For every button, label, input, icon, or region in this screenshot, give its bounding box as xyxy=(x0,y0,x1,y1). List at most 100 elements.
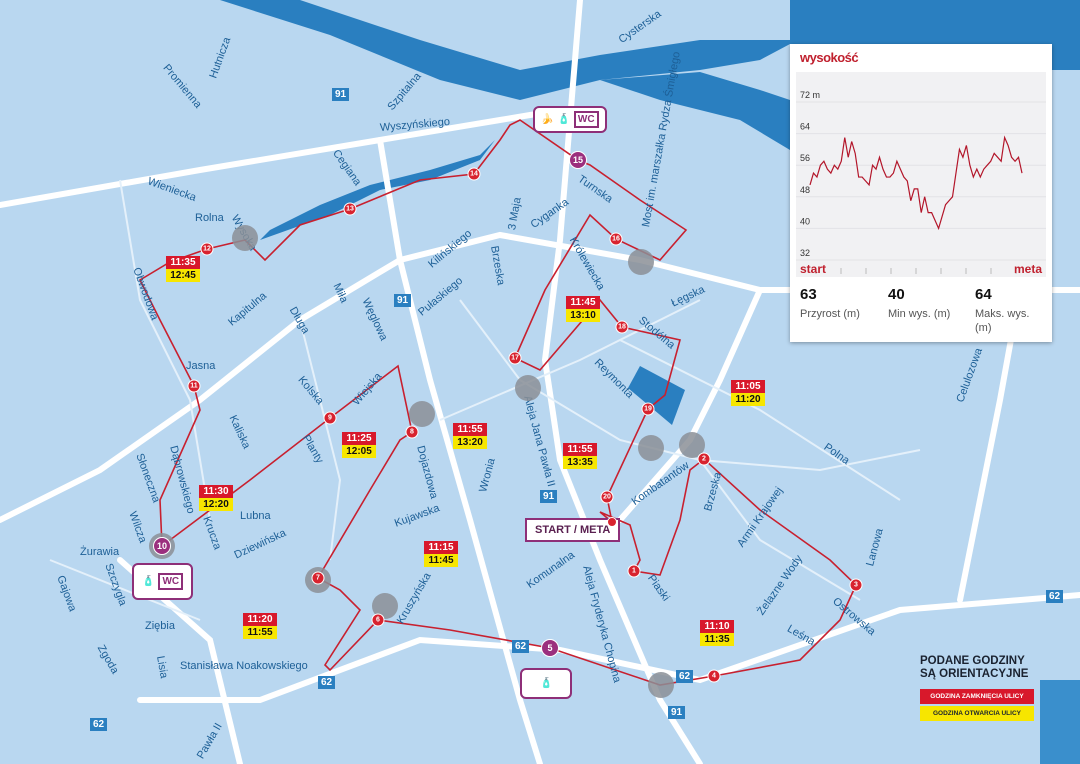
time-label: 11:35 12:45 xyxy=(166,256,200,282)
legend-opening: GODZINA OTWARCIA ULICY xyxy=(920,706,1034,721)
closing-time: 11:15 xyxy=(424,541,458,554)
closing-time: 11:25 xyxy=(342,432,376,445)
start-finish-label: START / META xyxy=(525,518,621,542)
km-marker-5: 5 xyxy=(541,639,559,657)
stat-max: 64 Maks. wys. (m) xyxy=(975,286,1045,335)
road-number-sign: 62 xyxy=(1046,590,1064,603)
road-number-sign: 91 xyxy=(540,490,558,503)
legend-closing: GODZINA ZAMKNIĘCIA ULICY xyxy=(920,689,1034,704)
time-label: 11:10 11:35 xyxy=(700,620,734,646)
time-label: 11:25 12:05 xyxy=(342,432,376,458)
elevation-panel: wysokość 72 m 64 56 48 40 32 start meta 63 Przy… xyxy=(790,44,1052,342)
km-marker-3: 3 xyxy=(849,578,863,592)
legend: PODANE GODZINY SĄ ORIENTACYJNE GODZINA Z… xyxy=(920,655,1034,721)
road-number-sign: 62 xyxy=(318,676,336,689)
race-route xyxy=(138,119,857,686)
closing-time: 11:45 xyxy=(566,296,600,309)
y-tick-label: 40 xyxy=(800,216,810,226)
opening-time: 11:55 xyxy=(243,626,277,639)
y-tick-label: 32 xyxy=(800,248,810,258)
elevation-line xyxy=(809,135,1023,231)
closing-time: 11:55 xyxy=(453,423,487,436)
stat-value: 40 xyxy=(888,286,905,303)
time-label: 11:15 11:45 xyxy=(424,541,458,567)
road-number-sign: 62 xyxy=(90,718,108,731)
opening-time: 12:20 xyxy=(199,498,233,511)
km-marker-11: 11 xyxy=(187,379,201,393)
street-label: Żurawia xyxy=(80,546,120,558)
x-label-end: meta xyxy=(1014,262,1042,276)
opening-time: 13:20 xyxy=(453,436,487,449)
road-number-sign: 91 xyxy=(668,706,686,719)
intersection-marker xyxy=(232,225,258,251)
closing-time: 11:20 xyxy=(243,613,277,626)
stat-value: 63 xyxy=(800,286,817,303)
time-label: 11:05 11:20 xyxy=(731,380,765,406)
y-tick-label: 48 xyxy=(800,185,810,195)
stat-value: 64 xyxy=(975,286,992,303)
km-marker-20: 20 xyxy=(600,490,614,504)
time-label: 11:55 13:20 xyxy=(453,423,487,449)
refreshment-station-5: 🧴 xyxy=(520,668,573,699)
opening-time: 12:05 xyxy=(342,445,376,458)
opening-time: 11:45 xyxy=(424,554,458,567)
intersection-marker xyxy=(515,375,541,401)
opening-time: 11:20 xyxy=(731,393,765,406)
bottle-icon: 🧴 xyxy=(142,576,155,587)
km-marker-18: 18 xyxy=(615,320,629,334)
stat-gain: 63 Przyrost (m) xyxy=(800,286,880,321)
elevation-plot: 72 m 64 56 48 40 32 start meta xyxy=(796,72,1046,277)
km-marker-7: 7 xyxy=(311,571,325,585)
km-marker-15: 15 xyxy=(569,151,587,169)
vistula-river xyxy=(220,0,1080,100)
legend-heading: SĄ ORIENTACYJNE xyxy=(920,668,1029,680)
km-marker-4: 4 xyxy=(707,669,721,683)
road-number-sign: 91 xyxy=(332,88,350,101)
refreshment-station-15: 🍌 🧴 WC xyxy=(533,106,607,133)
pond xyxy=(1040,680,1080,764)
elevation-title: wysokość xyxy=(800,50,859,65)
opening-time: 13:10 xyxy=(566,309,600,322)
km-marker-2: 2 xyxy=(697,452,711,466)
road-number-sign: 62 xyxy=(676,670,694,683)
closing-time: 11:35 xyxy=(166,256,200,269)
wc-icon: WC xyxy=(158,573,184,590)
closing-time: 11:10 xyxy=(700,620,734,633)
stat-label: Przyrost (m) xyxy=(800,308,860,320)
km-marker-8: 8 xyxy=(405,425,419,439)
time-label: 11:55 13:35 xyxy=(563,443,597,469)
time-label: 11:45 13:10 xyxy=(566,296,600,322)
intersection-marker xyxy=(648,672,674,698)
intersection-marker xyxy=(409,401,435,427)
km-marker-14: 14 xyxy=(467,167,481,181)
river-branch xyxy=(600,72,790,150)
street-label: Rolna xyxy=(195,212,224,224)
bottle-icon: 🧴 xyxy=(540,678,553,689)
road-number-sign: 91 xyxy=(394,294,412,307)
start-point xyxy=(607,517,617,527)
elevation-chart: 72 m 64 56 48 40 32 start meta xyxy=(796,90,1046,276)
opening-time: 11:35 xyxy=(700,633,734,646)
km-marker-13: 13 xyxy=(343,202,357,216)
street-label: Ziębia xyxy=(145,620,175,632)
closing-time: 11:05 xyxy=(731,380,765,393)
stat-min: 40 Min wys. (m) xyxy=(888,286,968,321)
street-label: Stanisława Noakowskiego xyxy=(180,660,308,672)
opening-time: 12:45 xyxy=(166,269,200,282)
canal xyxy=(260,140,495,240)
street-label: Jasna xyxy=(186,360,216,372)
road-number-sign: 62 xyxy=(512,640,530,653)
reymonta-pond xyxy=(628,366,685,425)
km-marker-12: 12 xyxy=(200,242,214,256)
intersection-marker xyxy=(628,249,654,275)
intersection-marker xyxy=(638,435,664,461)
x-label-start: start xyxy=(800,262,826,276)
km-marker-10: 10 xyxy=(153,537,171,555)
y-tick-label: 56 xyxy=(800,153,810,163)
time-label: 11:30 12:20 xyxy=(199,485,233,511)
y-tick-label: 64 xyxy=(800,122,810,132)
stat-label: Maks. wys. (m) xyxy=(975,308,1030,334)
closing-time: 11:55 xyxy=(563,443,597,456)
km-marker-17: 17 xyxy=(508,351,522,365)
wc-icon: WC xyxy=(573,111,599,128)
